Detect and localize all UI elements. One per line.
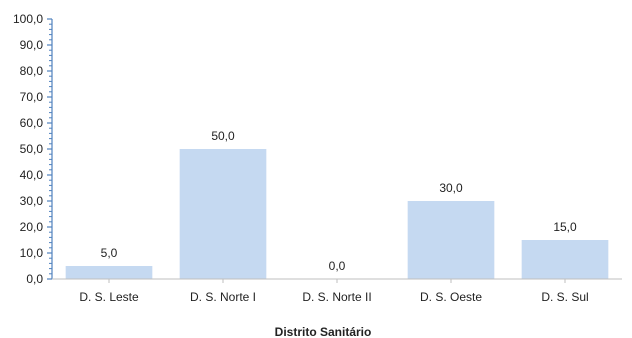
y-tick-label: 30,0 (20, 194, 44, 208)
y-axis: 0,0 10,0 20,0 30,0 40,0 50,0 60,0 70,0 80,0 90,0 1… (13, 12, 53, 286)
data-label: 5,0 (101, 246, 118, 260)
y-tick-label: 100,0 (13, 12, 43, 26)
bar (65, 266, 153, 279)
data-label: 30,0 (439, 181, 463, 195)
x-axis-title: Distrito Sanitário (275, 325, 372, 338)
y-tick-label: 60,0 (20, 116, 44, 130)
x-axis: D. S. Leste D. S. Norte I D. S. Norte II D.… (52, 278, 622, 304)
y-tick-label: 0,0 (26, 272, 43, 286)
data-label: 15,0 (553, 220, 577, 234)
x-category-label: D. S. Sul (541, 290, 588, 304)
x-category-label: D. S. Oeste (420, 290, 482, 304)
x-category-label: D. S. Norte I (190, 290, 256, 304)
data-label: 50,0 (211, 129, 235, 143)
y-tick-label: 20,0 (20, 220, 44, 234)
y-tick-label: 90,0 (20, 38, 44, 52)
y-tick-label: 80,0 (20, 64, 44, 78)
bar (407, 201, 495, 279)
data-label: 0,0 (329, 259, 346, 273)
x-category-label: D. S. Leste (79, 290, 139, 304)
y-tick-label: 40,0 (20, 168, 44, 182)
x-category-label: D. S. Norte II (302, 290, 371, 304)
y-tick-label: 50,0 (20, 142, 44, 156)
y-tick-label: 10,0 (20, 246, 44, 260)
bar (521, 240, 609, 279)
bar (179, 149, 267, 279)
bars: 5,0 50,0 0,0 30,0 15,0 (65, 129, 609, 279)
y-tick-label: 70,0 (20, 90, 44, 104)
